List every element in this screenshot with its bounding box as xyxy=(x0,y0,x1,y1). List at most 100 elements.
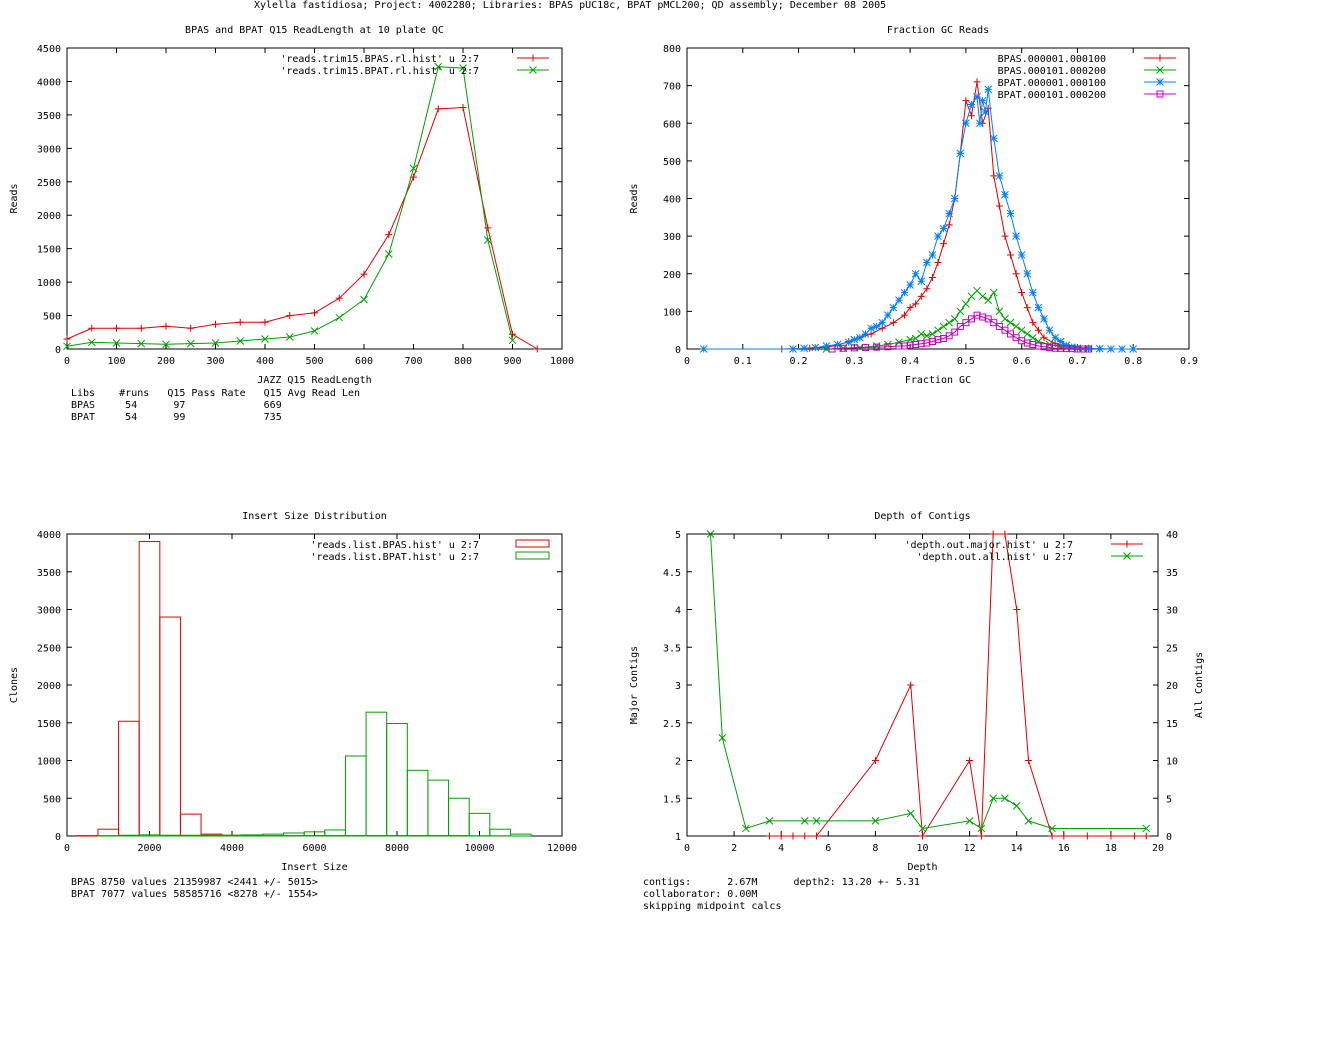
plot-frame xyxy=(66,47,563,350)
data-point xyxy=(1012,322,1020,331)
y-tick-label: 0 xyxy=(55,345,61,356)
data-point xyxy=(922,258,931,267)
data-point xyxy=(873,343,881,351)
data-point xyxy=(789,345,797,353)
data-point xyxy=(533,345,541,353)
data-point xyxy=(917,292,925,300)
data-point xyxy=(1012,270,1020,278)
x-tick-label: 700 xyxy=(404,356,422,367)
depth-stats-line: contigs: 2.67M depth2: 13.20 +- 5.31 xyxy=(643,877,920,888)
y-tick-label: 500 xyxy=(43,794,61,805)
data-point xyxy=(939,322,948,331)
x-tick-label: 500 xyxy=(305,356,323,367)
data-point xyxy=(483,236,492,244)
y-tick-label: 3000 xyxy=(37,144,61,155)
histogram-bar xyxy=(118,720,140,837)
readlength-stats-header: Libs #runs Q15 Pass Rate Q15 Avg Read Le… xyxy=(71,388,360,399)
data-point xyxy=(906,304,914,312)
x-tick-label: 900 xyxy=(503,356,521,367)
data-point xyxy=(87,338,96,347)
x-tick-label: 0.8 xyxy=(1124,356,1142,367)
data-point xyxy=(706,530,715,538)
chart-title: BPAS and BPAT Q15 ReadLength at 10 plate… xyxy=(185,25,444,36)
data-point xyxy=(995,172,1004,180)
x-tick-label: 16 xyxy=(1058,843,1070,854)
data-point xyxy=(1028,288,1037,297)
chart-title: Fraction GC Reads xyxy=(887,25,989,36)
histogram-bar xyxy=(344,755,367,837)
data-point xyxy=(812,817,821,825)
x-tick-label: 400 xyxy=(256,356,274,367)
data-point xyxy=(187,324,195,332)
y-tick-label: 3500 xyxy=(37,568,61,579)
y2-tick-label: 5 xyxy=(1166,794,1172,805)
data-point xyxy=(923,285,931,293)
data-point xyxy=(871,817,880,825)
data-point xyxy=(889,303,898,312)
data-point xyxy=(1048,824,1056,833)
histogram-bar xyxy=(221,834,243,837)
data-point xyxy=(1034,326,1042,334)
data-point xyxy=(861,343,869,351)
data-point xyxy=(839,344,847,352)
data-point xyxy=(1017,326,1026,335)
y-axis-label: Major Contigs xyxy=(629,646,640,724)
histogram-bar xyxy=(97,828,120,837)
data-point xyxy=(1068,343,1076,351)
data-point xyxy=(509,330,516,338)
x-tick-label: 0 xyxy=(684,356,690,367)
histogram-bar xyxy=(489,828,511,837)
data-point xyxy=(1029,319,1037,327)
data-point xyxy=(951,328,959,336)
data-point xyxy=(940,240,948,248)
data-point xyxy=(934,258,942,266)
y-tick-label: 600 xyxy=(663,119,681,130)
data-point xyxy=(360,295,368,304)
histogram-bar xyxy=(386,723,408,837)
data-point xyxy=(112,339,121,347)
data-point xyxy=(945,221,953,229)
y-tick-label: 3500 xyxy=(37,111,61,122)
x-tick-label: 10 xyxy=(916,843,928,854)
readlength-stats-row: BPAS 54 97 669 xyxy=(71,400,282,411)
y2-tick-label: 0 xyxy=(1166,832,1172,843)
data-point xyxy=(856,333,864,342)
data-point xyxy=(989,288,998,297)
legend-swatch xyxy=(515,551,550,560)
data-point xyxy=(459,104,467,112)
x-tick-label: 2 xyxy=(731,843,737,854)
data-point xyxy=(800,344,808,353)
y-tick-label: 5 xyxy=(675,530,681,541)
histogram-bar xyxy=(138,541,161,837)
data-point xyxy=(906,281,914,289)
data-point xyxy=(813,832,821,840)
y-tick-label: 4500 xyxy=(37,44,61,55)
data-point xyxy=(956,322,964,330)
data-point xyxy=(529,54,537,62)
data-point xyxy=(978,292,987,301)
y-tick-label: 2500 xyxy=(37,178,61,189)
data-point xyxy=(973,78,981,86)
chart-title: Insert Size Distribution xyxy=(242,511,387,522)
data-point xyxy=(162,340,170,349)
data-point xyxy=(236,318,244,326)
data-point xyxy=(962,299,970,308)
y-tick-label: 3 xyxy=(675,681,681,692)
data-point xyxy=(1040,315,1048,323)
series-line xyxy=(703,89,1134,350)
data-point xyxy=(1156,54,1164,62)
series-line xyxy=(781,81,1100,350)
data-point xyxy=(962,119,970,128)
histogram-bar xyxy=(468,812,491,837)
y-tick-label: 2.5 xyxy=(663,719,681,730)
data-point xyxy=(989,794,998,803)
series-line xyxy=(66,106,538,350)
data-point xyxy=(967,100,976,109)
x-axis-label: Fraction GC xyxy=(905,375,971,386)
y-axis-label: Reads xyxy=(9,183,20,213)
data-point xyxy=(861,330,870,338)
data-point xyxy=(1060,832,1068,840)
y2-axis-label: All Contigs xyxy=(1194,652,1205,718)
data-point xyxy=(311,309,318,317)
x-tick-label: 10000 xyxy=(464,843,494,854)
